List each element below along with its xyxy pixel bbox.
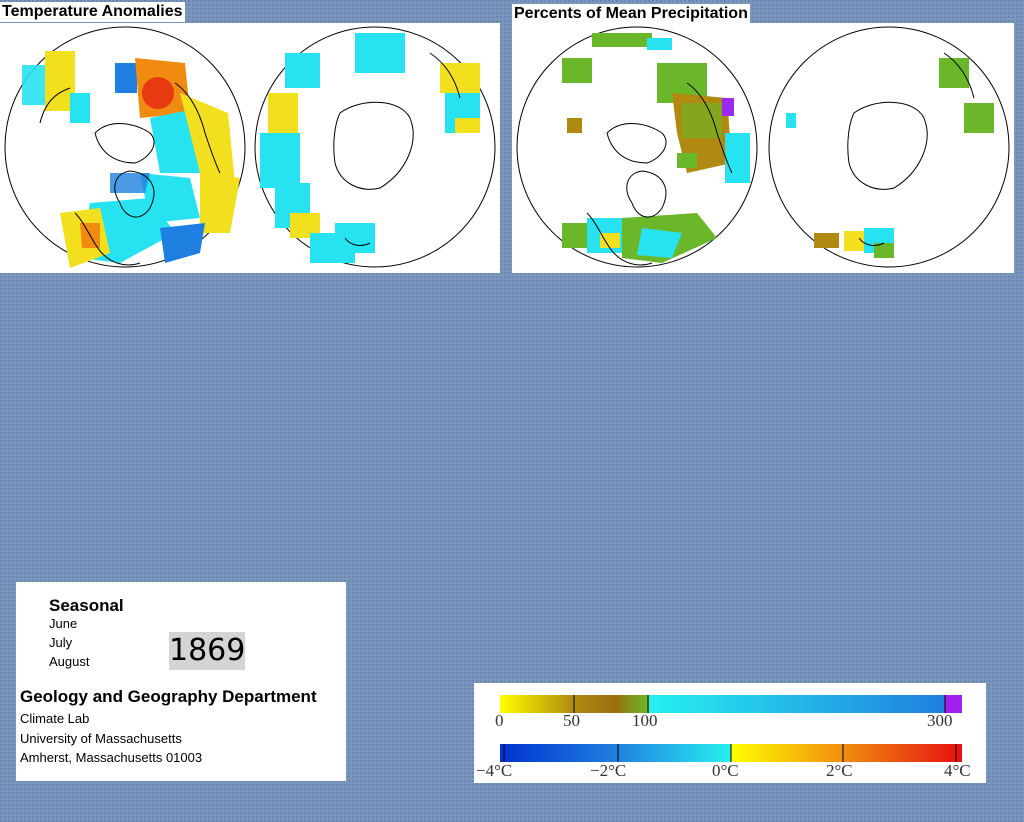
precipitation-southern-hemisphere-globe [768, 26, 1010, 268]
month-june: June [49, 616, 78, 631]
precip-tick-0: 0 [495, 711, 504, 730]
month-july: July [49, 635, 73, 650]
temperature-panel-title: Temperature Anomalies [0, 2, 185, 22]
precip-tick-50: 50 [563, 711, 580, 730]
precipitation-southern-coastlines [847, 52, 975, 246]
month-august: August [49, 654, 90, 669]
credit-line-address: Amherst, Massachusetts 01003 [20, 750, 203, 765]
season-label: Seasonal [49, 596, 124, 615]
temperature-coastlines [39, 82, 221, 266]
temp-tick-2: 2°C [826, 761, 853, 780]
temperature-anomaly-patches [22, 51, 240, 268]
temp-tick-minus2: −2°C [590, 761, 627, 780]
precipitation-northern-hemisphere-globe [516, 26, 758, 268]
year-display: 1869 [169, 632, 246, 670]
temperature-southern-coastlines [333, 52, 461, 246]
precip-tick-300: 300 [927, 711, 953, 730]
precipitation-map-panel [512, 23, 1014, 273]
credit-line-lab: Climate Lab [20, 711, 90, 726]
precipitation-coastlines [586, 82, 733, 266]
temp-tick-4: 4°C [944, 761, 971, 780]
info-box: Seasonal June July August 1869 Geology a… [16, 582, 346, 781]
precipitation-panel-title: Percents of Mean Precipitation [512, 4, 750, 24]
temperature-southern-hemisphere-globe [254, 26, 496, 268]
temperature-color-bar [500, 744, 962, 762]
temperature-southern-patches [260, 33, 480, 263]
precipitation-color-bar [500, 695, 962, 713]
precipitation-southern-patches [786, 58, 994, 258]
temp-tick-0: 0°C [712, 761, 739, 780]
temperature-map-panel [0, 23, 500, 273]
department-name: Geology and Geography Department [20, 687, 317, 706]
precipitation-patches [562, 33, 750, 263]
temp-tick-minus4: −4°C [476, 761, 513, 780]
temperature-northern-hemisphere-globe [4, 26, 246, 268]
precip-tick-100: 100 [632, 711, 658, 730]
credit-line-university: University of Massachusetts [20, 731, 182, 746]
color-legend: 0 50 100 300 −4°C −2°C 0°C 2°C 4°C [474, 683, 986, 783]
